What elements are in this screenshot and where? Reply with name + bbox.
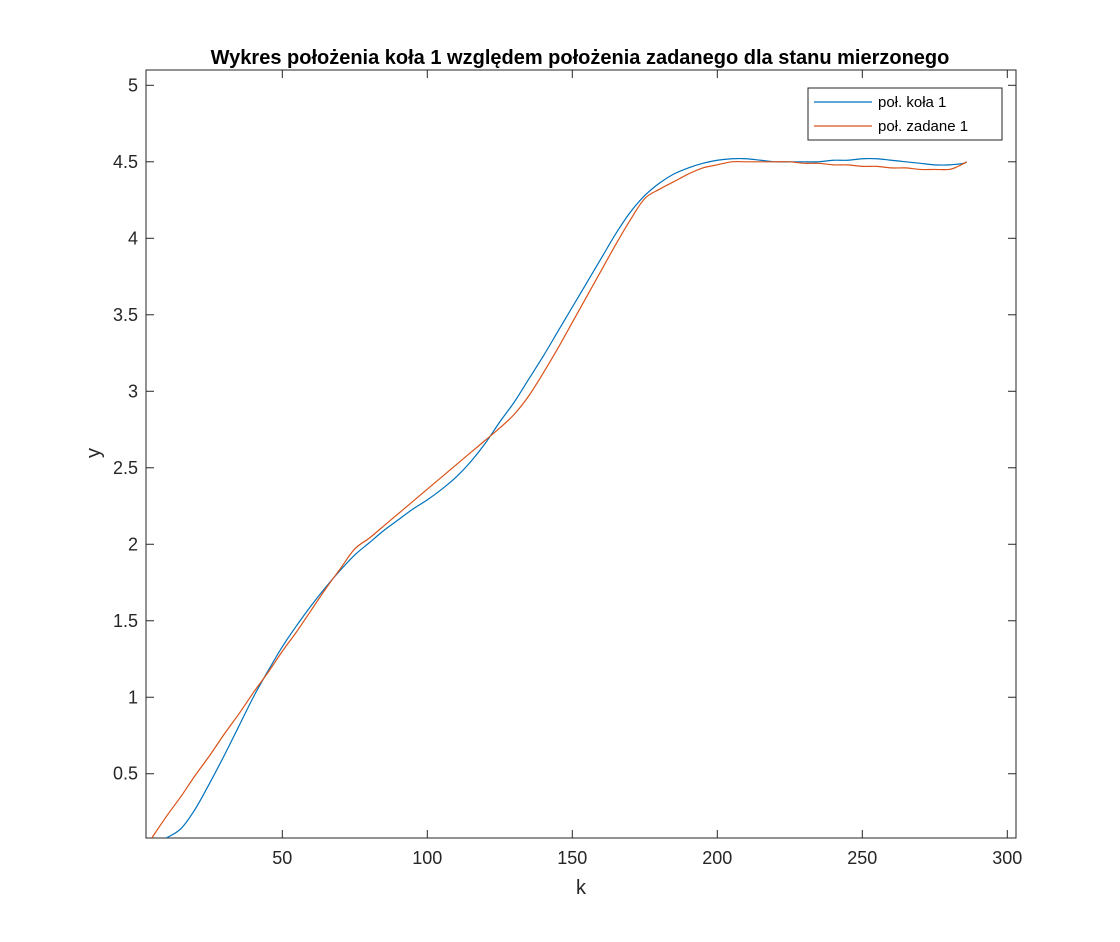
axes-box [145,69,1017,839]
y-tick-label: 1.5 [113,611,138,631]
x-tick-label: 200 [702,848,732,868]
plot-area: 50 100 150 200 250 300 0.5 1 1.5 2 2.5 3 3.5 4 4.5 5 [113,69,1022,868]
y-tick-label: 4 [128,228,138,248]
y-axis-ticks: 0.5 1 1.5 2 2.5 3 3.5 4 4.5 5 [113,75,1016,784]
y-tick-label: 2 [128,534,138,554]
legend-box [807,87,1003,141]
x-axis-label: k [576,877,587,899]
y-tick-label: 4.5 [113,152,138,172]
y-tick-label: 5 [128,75,138,95]
y-axis-label: y [83,448,105,458]
y-tick-label: 2.5 [113,458,138,478]
y-tick-label: 3.5 [113,305,138,325]
series-line-2 [151,160,967,838]
chart-title: Wykres położenia koła 1 względem położen… [211,47,950,69]
x-axis-ticks: 50 100 150 200 250 300 [272,70,1022,868]
legend: poł. koła 1 poł. zadane 1 [807,87,1003,141]
x-tick-label: 100 [412,848,442,868]
series-layer [151,157,968,838]
legend-label-series-1: poł. koła 1 [878,94,946,111]
y-tick-label: 0.5 [113,764,138,784]
x-tick-label: 50 [272,848,292,868]
series-line-1 [165,157,968,838]
legend-label-series-2: poł. zadane 1 [878,118,968,135]
x-tick-label: 250 [847,848,877,868]
y-tick-label: 3 [128,381,138,401]
x-tick-label: 300 [992,848,1022,868]
y-tick-label: 1 [128,687,138,707]
x-tick-label: 150 [557,848,587,868]
